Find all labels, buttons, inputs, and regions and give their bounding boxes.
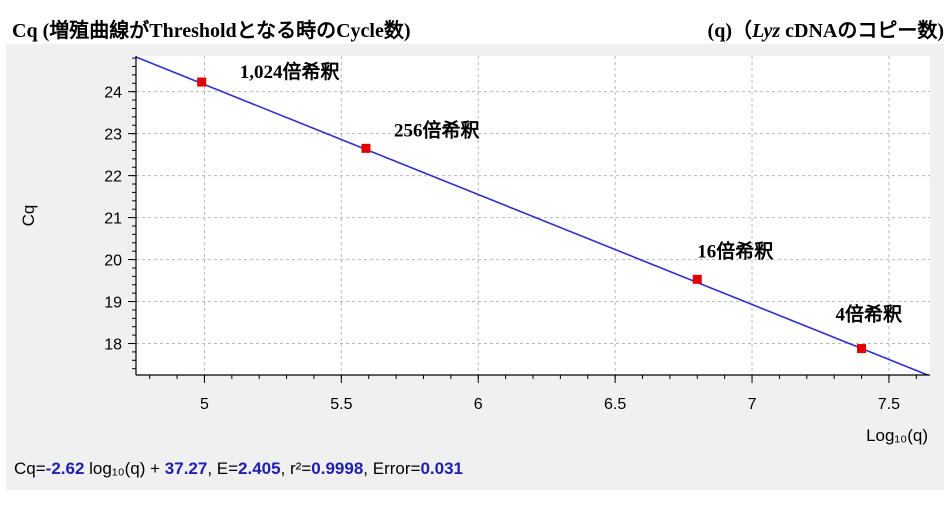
axis-layer: Cq Log₁₀(q)	[19, 56, 930, 445]
y-tick-label: 21	[104, 211, 122, 228]
data-point	[857, 344, 867, 354]
title-right-prefix: (q)（	[707, 20, 752, 42]
tick-label-layer: 5 5.5 6 6.5 7 7.5 18 19 20 21 22 23 24	[104, 85, 900, 413]
title-right-suffix: cDNAのコピー数)	[780, 20, 944, 42]
eq-prefix: Cq=	[14, 459, 46, 478]
annotation-layer: 1,024倍希釈 256倍希釈 16倍希釈 4倍希釈	[240, 60, 903, 326]
eq-intercept: 37.27	[164, 459, 208, 478]
x-tick-label: 7.5	[878, 396, 900, 413]
eq-error-prefix: , Error=	[363, 459, 421, 478]
x-tick-label: 5.5	[330, 396, 352, 413]
eq-e-value: 2.405	[238, 459, 281, 478]
x-tick-label: 5	[200, 396, 209, 413]
eq-r2-prefix: , r²=	[280, 459, 312, 478]
y-tick-label: 24	[104, 85, 122, 102]
regression-equation: Cq=-2.62 log₁₀(q) + 37.27, E=2.405, r²=0…	[14, 459, 463, 479]
y-tick-label: 22	[104, 169, 122, 186]
title-right-italic: Lyz	[751, 20, 781, 42]
y-tick-label: 19	[104, 295, 122, 312]
regression-line	[135, 56, 928, 376]
eq-e-prefix: , E=	[207, 459, 239, 478]
x-tick-label: 7	[748, 396, 757, 413]
y-tick-label: 18	[104, 337, 122, 354]
point-annotation: 1,024倍希釈	[240, 60, 341, 83]
point-annotation: 256倍希釈	[394, 118, 481, 141]
data-point	[692, 274, 702, 284]
fit-line-layer	[135, 56, 928, 376]
point-annotation: 4倍希釈	[836, 303, 904, 326]
chart-title-right: (q)（Lyz cDNAのコピー数)	[708, 14, 944, 43]
x-tick-label: 6.5	[604, 396, 626, 413]
y-tick-label: 23	[104, 127, 122, 144]
data-point	[197, 77, 207, 87]
eq-error-value: 0.031	[420, 459, 463, 478]
point-annotation: 16倍希釈	[697, 239, 774, 262]
x-axis-label: Log₁₀(q)	[866, 426, 928, 445]
eq-slope: -2.62	[45, 459, 85, 478]
eq-r2-value: 0.9998	[311, 459, 364, 478]
y-axis-label: Cq	[19, 205, 38, 227]
y-tick-label: 20	[104, 253, 122, 270]
eq-log-term: log₁₀(q) +	[84, 459, 165, 478]
grid-layer	[136, 56, 930, 375]
chart-title-left: Cq (増殖曲線がThresholdとなる時のCycle数)	[12, 20, 411, 42]
data-point	[361, 143, 371, 153]
plot-area	[136, 56, 930, 375]
x-tick-label: 6	[474, 396, 483, 413]
point-layer	[197, 77, 867, 354]
